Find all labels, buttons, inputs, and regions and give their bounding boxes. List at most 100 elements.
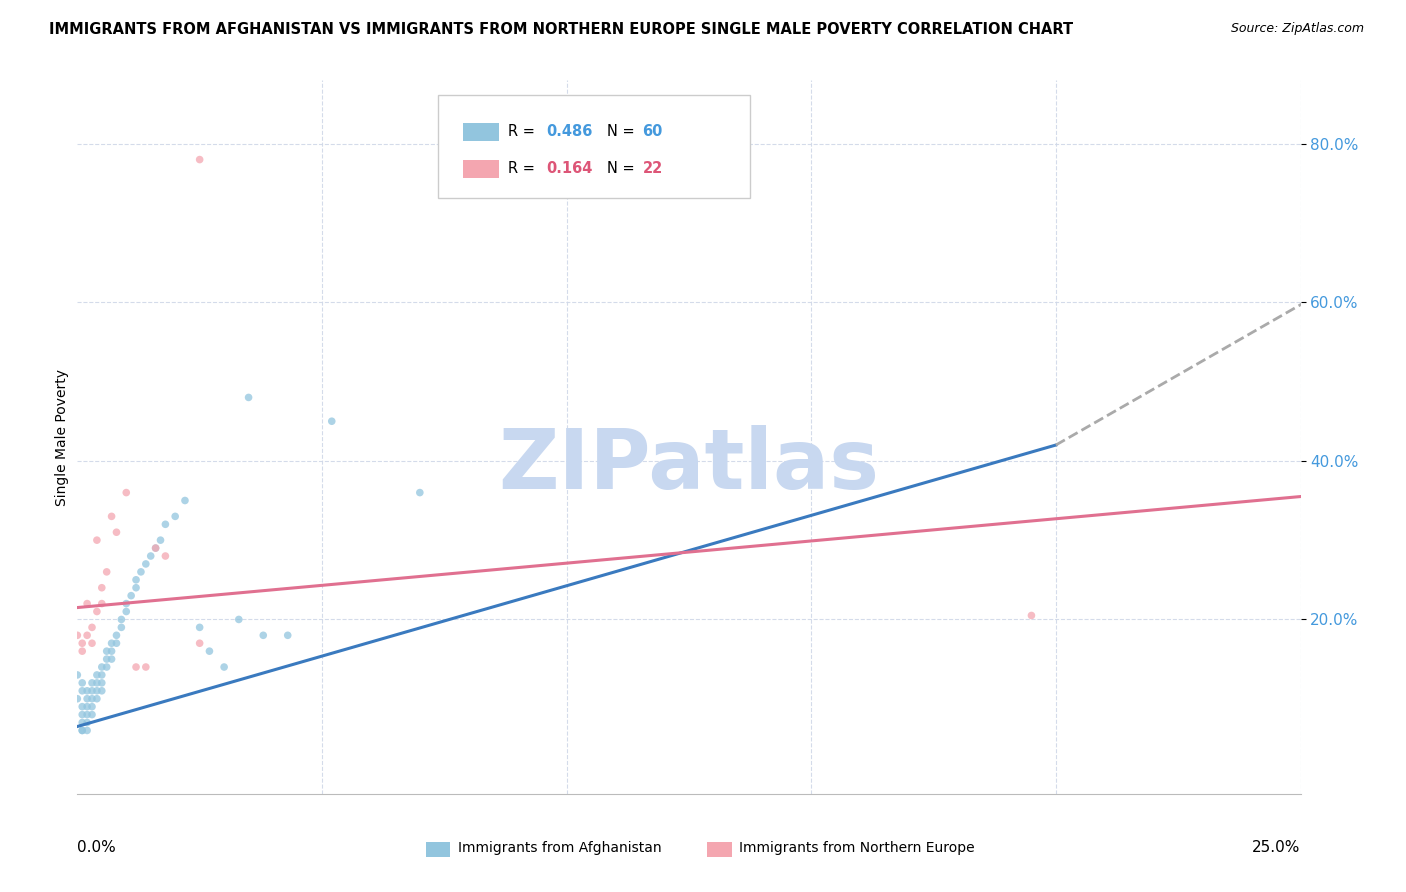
Point (188, 620, 211, 634)
Point (100, 509, 122, 524)
Point (70, 707, 93, 722)
Point (90, 660, 112, 674)
Point (105, 525, 128, 540)
Text: N =: N = (607, 161, 634, 177)
Point (70, 723, 93, 738)
Point (1021, 608, 1043, 623)
Point (125, 581, 148, 595)
Point (145, 541, 167, 555)
Text: 25.0%: 25.0% (1253, 840, 1301, 855)
Point (86, 683, 108, 698)
Point (86, 691, 108, 706)
Point (70, 636, 93, 650)
Point (90, 683, 112, 698)
Text: Source: ZipAtlas.com: Source: ZipAtlas.com (1230, 22, 1364, 36)
Point (110, 620, 132, 634)
FancyBboxPatch shape (707, 842, 731, 856)
Point (129, 565, 152, 579)
Point (100, 644, 122, 658)
Point (145, 541, 167, 555)
Text: ZIPatlas: ZIPatlas (499, 425, 879, 506)
Point (66, 691, 89, 706)
Point (90, 668, 112, 682)
Point (66, 628, 89, 642)
Point (80, 699, 103, 714)
Text: N =: N = (607, 124, 634, 139)
Point (149, 533, 172, 548)
Point (238, 391, 260, 405)
Point (96, 660, 118, 674)
Point (80, 691, 103, 706)
Point (76, 707, 98, 722)
Point (80, 636, 103, 650)
Text: 0.0%: 0.0% (77, 840, 117, 855)
Text: 0.486: 0.486 (546, 124, 592, 139)
Point (105, 636, 128, 650)
Point (70, 683, 93, 698)
Point (125, 660, 148, 674)
Point (76, 699, 98, 714)
Point (165, 509, 187, 524)
Point (321, 414, 343, 428)
Point (252, 628, 274, 642)
Text: R =: R = (508, 124, 534, 139)
Point (86, 605, 108, 619)
Text: R =: R = (508, 161, 534, 177)
Point (96, 565, 118, 579)
Point (120, 589, 142, 603)
Point (70, 699, 93, 714)
Point (90, 597, 112, 611)
Point (70, 644, 93, 658)
Point (70, 723, 93, 738)
Point (277, 628, 299, 642)
Point (90, 581, 112, 595)
Point (96, 652, 118, 666)
Point (66, 668, 89, 682)
Point (188, 636, 211, 650)
Point (80, 676, 103, 690)
Point (174, 493, 197, 508)
Point (228, 612, 250, 626)
Point (76, 628, 98, 642)
Point (115, 485, 138, 500)
Point (155, 517, 177, 532)
Point (125, 573, 148, 587)
Point (135, 660, 157, 674)
Point (86, 676, 108, 690)
FancyBboxPatch shape (463, 161, 499, 178)
Point (110, 612, 132, 626)
Point (70, 715, 93, 730)
Point (80, 683, 103, 698)
Point (86, 668, 108, 682)
Point (188, 153, 211, 167)
Point (115, 597, 138, 611)
Text: 0.164: 0.164 (546, 161, 592, 177)
Point (212, 660, 235, 674)
Point (86, 533, 108, 548)
Point (76, 691, 98, 706)
Point (76, 723, 98, 738)
Point (100, 652, 122, 666)
Point (90, 676, 112, 690)
Text: 60: 60 (643, 124, 662, 139)
Point (70, 676, 93, 690)
Point (155, 549, 177, 563)
Point (80, 707, 103, 722)
Text: Immigrants from Afghanistan: Immigrants from Afghanistan (458, 841, 661, 855)
Text: IMMIGRANTS FROM AFGHANISTAN VS IMMIGRANTS FROM NORTHERN EUROPE SINGLE MALE POVER: IMMIGRANTS FROM AFGHANISTAN VS IMMIGRANT… (49, 22, 1073, 37)
Point (76, 715, 98, 730)
Text: Immigrants from Northern Europe: Immigrants from Northern Europe (740, 841, 974, 855)
Point (96, 644, 118, 658)
Point (76, 597, 98, 611)
Point (76, 683, 98, 698)
FancyBboxPatch shape (463, 123, 499, 141)
FancyBboxPatch shape (426, 842, 450, 856)
Point (139, 549, 162, 563)
Point (100, 636, 122, 650)
Text: 22: 22 (643, 161, 662, 177)
Point (105, 628, 128, 642)
Point (198, 644, 221, 658)
Y-axis label: Single Male Poverty: Single Male Poverty (55, 368, 69, 506)
Point (409, 485, 432, 500)
FancyBboxPatch shape (439, 95, 751, 198)
